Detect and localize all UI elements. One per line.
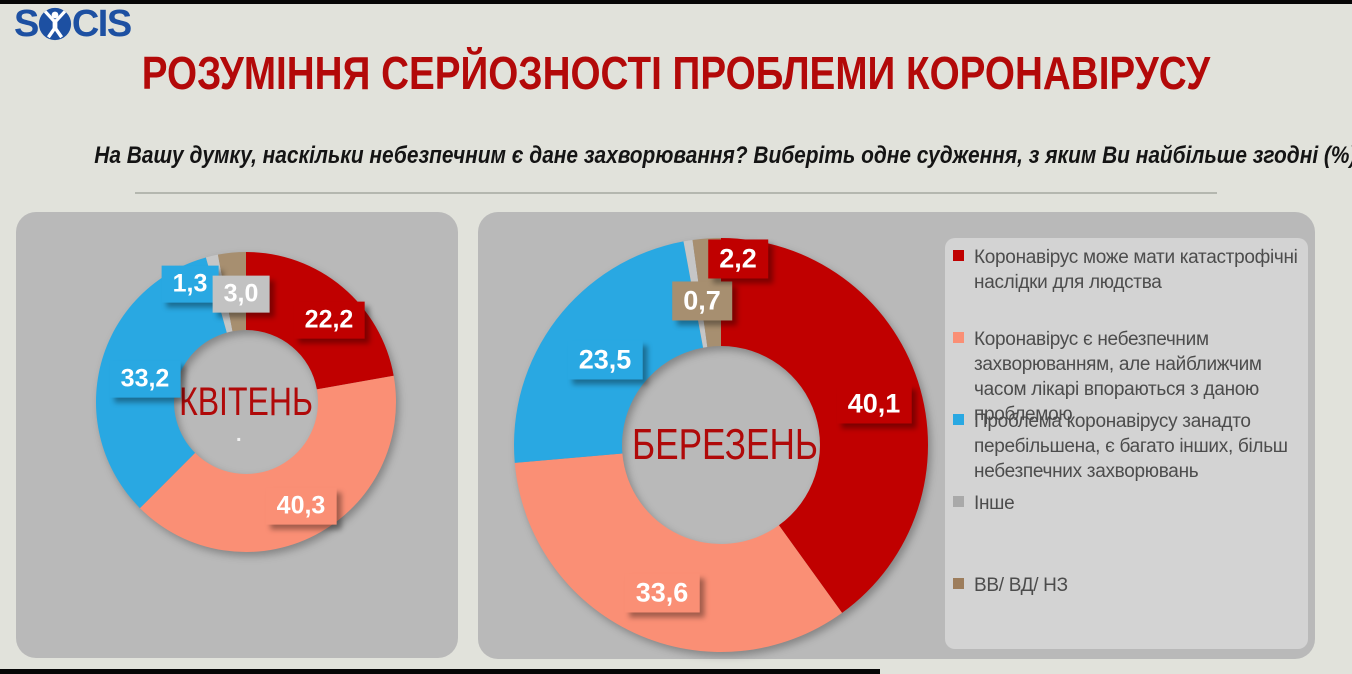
legend-item: Проблема коронавірусу занадто перебільше… — [951, 402, 1304, 484]
legend-swatch — [953, 250, 964, 261]
data-label: 22,2 — [293, 301, 365, 339]
data-label: 3,0 — [212, 275, 270, 313]
data-label: 33,2 — [109, 360, 181, 398]
page-subtitle: На Вашу думку, наскільки небезпечним є д… — [94, 142, 1352, 169]
legend-item: Інше — [951, 484, 1304, 566]
legend-swatch — [953, 414, 964, 425]
data-label: 33,6 — [624, 573, 700, 613]
data-label: 1,3 — [161, 265, 219, 303]
chart-legend: Коронавірус може мати катастрофічні насл… — [945, 238, 1308, 649]
page-title: РОЗУМІННЯ СЕРЙОЗНОСТІ ПРОБЛЕМИ КОРОНАВІР… — [141, 47, 1211, 99]
data-label: 40,1 — [836, 384, 912, 424]
chart-center-label-april: КВІТЕНЬ — [179, 380, 313, 424]
data-label: 40,3 — [265, 487, 337, 525]
data-label: 2,2 — [708, 239, 768, 279]
chart-center-label-march: БЕРЕЗЕНЬ — [631, 420, 819, 469]
socis-logo: S CIS — [14, 3, 132, 45]
legend-label: Коронавірус може мати катастрофічні насл… — [974, 247, 1298, 294]
legend-swatch — [953, 332, 964, 343]
socis-logo-text-right: CIS — [71, 3, 132, 45]
chart-panel-april: КВІТЕНЬ . 22,2 40,3 33,2 1,3 3,0 — [16, 212, 458, 658]
data-label: 23,5 — [567, 340, 643, 380]
legend-label: ВВ/ ВД/ НЗ — [974, 575, 1068, 596]
chart-panel-march: БЕРЕЗЕНЬ Коронавірус може мати катастроф… — [478, 212, 1315, 659]
legend-item: Коронавірус є небезпечним захворюванням,… — [951, 320, 1304, 425]
legend-label: Проблема коронавірусу занадто перебільше… — [974, 411, 1288, 483]
legend-label: Інше — [974, 493, 1015, 514]
donut-chart-march — [513, 238, 928, 652]
legend-swatch — [953, 496, 964, 507]
legend-item: ВВ/ ВД/ НЗ — [951, 566, 1304, 648]
top-bar — [0, 0, 1352, 4]
legend-label: Коронавірус є небезпечним захворюванням,… — [974, 329, 1262, 426]
donut-slice — [721, 238, 928, 613]
socis-logo-text-left: S — [14, 3, 39, 45]
legend-item: Коронавірус може мати катастрофічні насл… — [951, 238, 1304, 320]
donut-slice — [514, 453, 843, 652]
legend-swatch — [953, 578, 964, 589]
bottom-bar — [0, 669, 880, 674]
person-in-circle-icon — [38, 7, 71, 41]
data-label: 0,7 — [672, 281, 732, 321]
divider-line — [135, 192, 1217, 194]
chart-center-note: . — [236, 424, 242, 446]
